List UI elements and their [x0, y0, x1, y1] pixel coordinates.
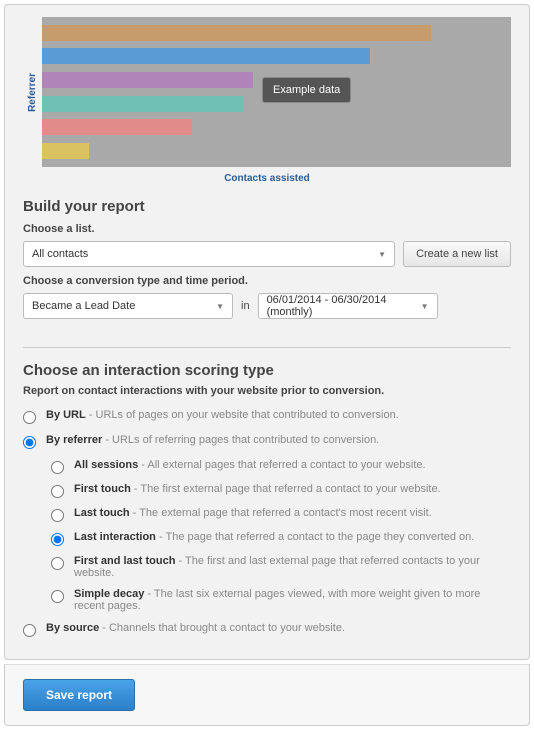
conversion-label: Choose a conversion type and time period…: [23, 275, 511, 287]
scoring-ref-option[interactable]: Last interaction - The page that referre…: [51, 531, 511, 546]
option-title: All sessions: [74, 459, 138, 471]
option-desc: - All external pages that referred a con…: [138, 459, 425, 471]
scoring-ref-radio[interactable]: [51, 461, 64, 474]
option-desc: - The page that referred a contact to th…: [156, 531, 474, 543]
chart-xlabel: Contacts assisted: [23, 173, 511, 184]
scoring-ref-radio[interactable]: [51, 590, 64, 603]
chart-ylabel: Referrer: [23, 73, 42, 112]
create-list-label: Create a new list: [416, 248, 498, 260]
list-select-value: All contacts: [32, 248, 88, 260]
scoring-subtitle: Report on contact interactions with your…: [23, 385, 511, 397]
divider: [23, 347, 511, 348]
scoring-main-radio[interactable]: [23, 411, 36, 424]
chart-bar: [42, 72, 253, 88]
list-select[interactable]: All contacts: [23, 241, 395, 267]
date-range-value: 06/01/2014 - 06/30/2014 (monthly): [267, 294, 415, 318]
chart-container: Referrer Example data: [23, 17, 511, 167]
scoring-main-radio[interactable]: [23, 436, 36, 449]
option-desc: - URLs of referring pages that contribut…: [102, 434, 379, 446]
scoring-ref-option[interactable]: First and last touch - The first and las…: [51, 555, 511, 579]
option-title: Last touch: [74, 507, 130, 519]
option-title: By URL: [46, 409, 86, 421]
option-desc: - URLs of pages on your website that con…: [86, 409, 399, 421]
scoring-main-option[interactable]: By source - Channels that brought a cont…: [23, 622, 511, 637]
option-desc: - The external page that referred a cont…: [130, 507, 432, 519]
option-title: Simple decay: [74, 588, 144, 600]
option-desc: - Channels that brought a contact to you…: [99, 622, 345, 634]
scoring-ref-option[interactable]: Simple decay - The last six external pag…: [51, 588, 511, 612]
option-title: By source: [46, 622, 99, 634]
build-title: Build your report: [23, 198, 511, 215]
chart-bar: [42, 119, 192, 135]
in-label: in: [241, 300, 250, 312]
scoring-ref-radio[interactable]: [51, 533, 64, 546]
chart-bar: [42, 25, 431, 41]
option-title: Last interaction: [74, 531, 156, 543]
scoring-title: Choose an interaction scoring type: [23, 362, 511, 379]
chart-area: Example data: [42, 17, 511, 167]
report-panel: Referrer Example data Contacts assisted …: [4, 4, 530, 660]
option-title: By referrer: [46, 434, 102, 446]
chart-bar: [42, 96, 244, 112]
conversion-select-value: Became a Lead Date: [32, 300, 135, 312]
option-title: First and last touch: [74, 555, 175, 567]
scoring-ref-radio[interactable]: [51, 485, 64, 498]
scoring-options: By URL - URLs of pages on your website t…: [23, 409, 511, 637]
scoring-main-radio[interactable]: [23, 624, 36, 637]
scoring-ref-option[interactable]: All sessions - All external pages that r…: [51, 459, 511, 474]
chart-bar: [42, 48, 370, 64]
option-title: First touch: [74, 483, 131, 495]
scoring-ref-option[interactable]: First touch - The first external page th…: [51, 483, 511, 498]
save-report-button[interactable]: Save report: [23, 679, 135, 711]
option-desc: - The first external page that referred …: [131, 483, 441, 495]
conversion-select[interactable]: Became a Lead Date: [23, 293, 233, 319]
date-range-select[interactable]: 06/01/2014 - 06/30/2014 (monthly): [258, 293, 438, 319]
scoring-ref-radio[interactable]: [51, 557, 64, 570]
choose-list-label: Choose a list.: [23, 223, 511, 235]
referrer-suboptions: All sessions - All external pages that r…: [51, 459, 511, 612]
create-list-button[interactable]: Create a new list: [403, 241, 511, 267]
scoring-main-option[interactable]: By referrer - URLs of referring pages th…: [23, 434, 511, 449]
scoring-ref-option[interactable]: Last touch - The external page that refe…: [51, 507, 511, 522]
chart-tooltip: Example data: [262, 77, 351, 103]
scoring-main-option[interactable]: By URL - URLs of pages on your website t…: [23, 409, 511, 424]
footer: Save report: [4, 664, 530, 726]
save-report-label: Save report: [46, 688, 112, 702]
scoring-ref-radio[interactable]: [51, 509, 64, 522]
chart-bar: [42, 143, 89, 159]
